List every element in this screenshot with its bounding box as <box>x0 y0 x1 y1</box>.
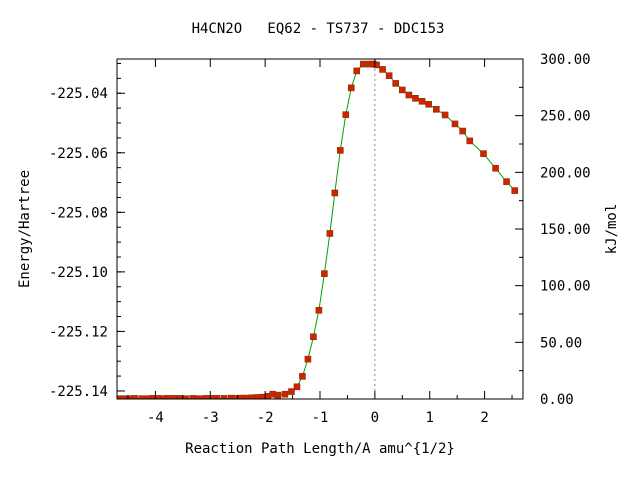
data-point <box>425 100 432 108</box>
data-point <box>331 189 339 197</box>
data-point <box>220 395 228 399</box>
y-tick-label: -225.08 <box>49 205 108 221</box>
x-axis-label: Reaction Path Length/A amu^{1/2} <box>185 441 455 457</box>
y2-tick-label: 300.00 <box>540 52 591 68</box>
data-point <box>253 394 261 399</box>
chart-title: H4CN2O EQ62 - TS737 - DDC153 <box>192 21 445 37</box>
x-tick-label: 2 <box>480 410 488 426</box>
data-point <box>379 66 386 73</box>
data-point <box>433 106 440 113</box>
y2-tick-label: 150.00 <box>540 222 591 238</box>
data-point <box>412 95 419 102</box>
data-point <box>373 61 380 69</box>
plot-area <box>117 59 519 399</box>
data-point <box>503 178 510 185</box>
plot-frame <box>116 58 524 400</box>
data-point <box>164 395 171 399</box>
x-tick-label: -4 <box>147 410 164 426</box>
x-tick-label: 1 <box>426 410 434 426</box>
y-tick-label: -225.12 <box>49 324 108 340</box>
data-point <box>342 111 350 118</box>
data-point <box>347 84 355 92</box>
data-point <box>321 270 328 277</box>
data-point <box>274 391 282 399</box>
data-point <box>336 147 344 154</box>
axes: -4 -3 -2 -1 0 1 2 -225.04 -225.06 -225.08 -225.10 -… <box>49 52 591 426</box>
data-point <box>441 111 449 119</box>
data-point <box>492 164 499 172</box>
data-point <box>353 67 361 75</box>
data-point <box>315 306 323 314</box>
data-point <box>398 86 406 94</box>
data-point <box>131 395 138 399</box>
y2-tick-label: 0.00 <box>540 392 574 408</box>
y2-tick-label: 250.00 <box>540 109 591 125</box>
data-point <box>459 127 466 135</box>
data-point <box>511 187 519 194</box>
data-point <box>326 230 334 237</box>
x-tick-label: -2 <box>257 410 274 426</box>
data-point <box>154 395 162 399</box>
data-point <box>281 390 289 398</box>
data-point <box>310 333 317 341</box>
y2-axis-label: kJ/mol <box>604 204 620 255</box>
data-point <box>248 394 255 399</box>
y-tick-label: -225.10 <box>49 265 108 281</box>
data-point <box>213 395 221 399</box>
x-tick-label: -3 <box>202 410 219 426</box>
data-point <box>451 120 459 128</box>
data-point <box>231 395 239 399</box>
y2-tick-label: 50.00 <box>540 335 582 351</box>
y-tick-label: -225.06 <box>49 146 108 162</box>
data-point <box>242 394 250 399</box>
data-point <box>293 383 301 391</box>
x-tick-label: 0 <box>371 410 379 426</box>
x-tick-label: -1 <box>312 410 329 426</box>
data-point <box>176 395 184 399</box>
data-point <box>405 91 413 99</box>
data-point <box>466 137 474 145</box>
y-tick-label: -225.04 <box>49 86 108 102</box>
data-point <box>392 80 400 87</box>
data-point <box>299 373 306 380</box>
data-point <box>149 395 156 399</box>
data-point <box>202 395 210 399</box>
data-point <box>385 72 393 79</box>
data-point <box>304 355 312 363</box>
data-point <box>170 395 178 399</box>
data-point <box>288 388 295 395</box>
series-0-line <box>118 63 516 399</box>
y-tick-label: -225.14 <box>49 384 108 400</box>
data-point <box>189 395 197 399</box>
data-point <box>360 60 367 68</box>
data-point <box>237 394 244 399</box>
y2-tick-label: 200.00 <box>540 165 591 181</box>
y2-tick-label: 100.00 <box>540 279 591 295</box>
y-axis-label: Energy/Hartree <box>17 170 33 288</box>
data-point <box>480 150 487 157</box>
data-point <box>418 97 426 105</box>
